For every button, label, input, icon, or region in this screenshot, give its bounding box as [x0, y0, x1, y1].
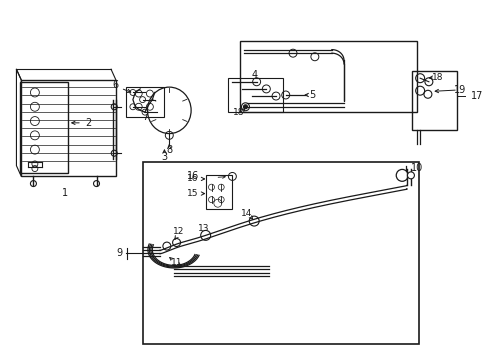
Text: 6: 6 — [113, 80, 119, 90]
Text: 14: 14 — [241, 210, 252, 219]
Bar — [411, 71, 456, 130]
Circle shape — [243, 105, 247, 109]
Text: 15: 15 — [186, 189, 198, 198]
Bar — [125, 87, 164, 117]
Text: 2: 2 — [85, 118, 91, 128]
Bar — [239, 41, 416, 112]
Text: 4: 4 — [251, 69, 257, 80]
Text: 11: 11 — [170, 258, 182, 267]
Text: 3: 3 — [161, 152, 167, 162]
Bar — [227, 78, 283, 112]
Bar — [20, 82, 68, 173]
Text: 7: 7 — [142, 112, 148, 122]
Text: 9: 9 — [117, 248, 122, 258]
Bar — [205, 175, 232, 208]
Text: 16: 16 — [187, 171, 199, 181]
Bar — [21, 80, 116, 176]
Text: 10: 10 — [410, 163, 422, 173]
Text: 5: 5 — [309, 90, 315, 100]
Circle shape — [407, 172, 413, 179]
Text: 17: 17 — [469, 91, 482, 101]
Text: 19: 19 — [453, 85, 466, 95]
Text: 16: 16 — [186, 175, 198, 184]
Text: 12: 12 — [173, 227, 184, 236]
Text: 8: 8 — [166, 145, 172, 155]
Text: 18: 18 — [232, 108, 244, 117]
Text: 13: 13 — [197, 224, 208, 233]
Bar — [142, 162, 418, 344]
Text: 18: 18 — [431, 73, 443, 82]
Text: 1: 1 — [62, 188, 68, 198]
